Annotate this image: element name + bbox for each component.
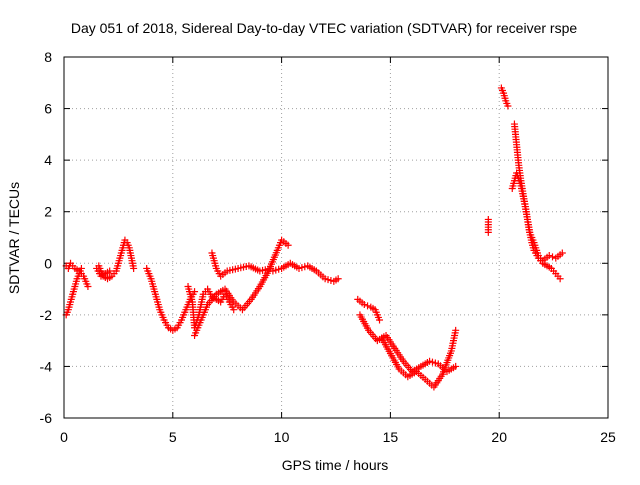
data-point bbox=[284, 241, 292, 249]
data-point bbox=[452, 326, 460, 334]
y-tick-label: 4 bbox=[44, 152, 52, 168]
x-tick-label: 5 bbox=[169, 429, 177, 445]
x-tick-label: 20 bbox=[491, 429, 507, 445]
y-tick-label: 0 bbox=[44, 255, 52, 271]
data-point bbox=[334, 275, 342, 283]
y-tick-label: 6 bbox=[44, 101, 52, 117]
data-point bbox=[84, 282, 92, 290]
x-tick-label: 25 bbox=[600, 429, 616, 445]
data-point bbox=[484, 215, 492, 223]
data-point bbox=[130, 264, 138, 272]
y-axis-label: SDTVAR / TECUs bbox=[6, 182, 22, 294]
x-tick-label: 15 bbox=[383, 429, 399, 445]
data-point bbox=[452, 362, 460, 370]
y-tick-label: -2 bbox=[40, 307, 53, 323]
data-point bbox=[556, 275, 564, 283]
axis-ticks: 0 5 10 15 20 25 -6 -4 -2 0 2 4 6 8 bbox=[40, 49, 616, 445]
y-tick-label: 2 bbox=[44, 204, 52, 220]
data-point bbox=[360, 301, 368, 309]
data-point bbox=[106, 267, 114, 275]
data-point bbox=[230, 306, 238, 314]
data-points bbox=[62, 84, 566, 391]
data-point bbox=[376, 316, 384, 324]
grid bbox=[64, 57, 608, 418]
y-tick-label: -6 bbox=[40, 410, 53, 426]
data-point-interp bbox=[364, 302, 372, 310]
x-axis-label: GPS time / hours bbox=[282, 457, 389, 473]
chart-title: Day 051 of 2018, Sidereal Day-to-day VTE… bbox=[71, 20, 577, 36]
data-point bbox=[504, 102, 512, 110]
data-point bbox=[545, 252, 553, 260]
x-tick-label: 10 bbox=[274, 429, 290, 445]
data-point bbox=[558, 249, 566, 257]
y-tick-label: 8 bbox=[44, 49, 52, 65]
x-tick-label: 0 bbox=[60, 429, 68, 445]
y-tick-label: -4 bbox=[40, 358, 53, 374]
plot-frame bbox=[63, 56, 609, 419]
